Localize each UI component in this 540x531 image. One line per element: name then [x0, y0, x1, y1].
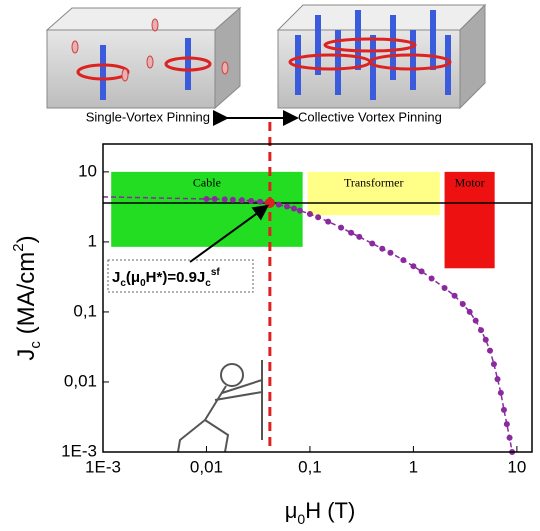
y-axis-label: Jc (MA/cm2) [10, 235, 44, 360]
x-tick-label: 0,1 [298, 457, 322, 476]
y-axis-label-part: ) [13, 235, 40, 243]
data-point [275, 201, 282, 208]
x-axis-label: μ0H (T) [285, 498, 356, 527]
annotation-arrow [189, 204, 270, 263]
annotation-part: J [112, 269, 120, 286]
x-tick-label: 10 [507, 457, 526, 476]
data-point [348, 229, 355, 236]
y-tick-label: 0,01 [64, 371, 97, 390]
annotation-part: c [205, 278, 211, 289]
data-point [387, 249, 394, 256]
data-point [238, 197, 245, 204]
x-tick-label: 1 [409, 457, 418, 476]
data-point [290, 205, 297, 212]
data-point [487, 347, 494, 354]
data-point [451, 292, 458, 299]
annotation-part: H*)=0.9J [146, 269, 206, 286]
annotation-part: c [120, 278, 126, 289]
illustration [45, 3, 487, 126]
y-axis-label-part: c [27, 341, 44, 349]
series-line [206, 198, 513, 453]
annotation-box [107, 259, 254, 293]
annotation: Jc(μ0H*)=0.9Jcsf [112, 267, 220, 289]
threshold-point [264, 197, 275, 208]
x-axis-label-part: H (T) [305, 498, 355, 523]
data-point [315, 214, 322, 221]
data-point [221, 196, 228, 203]
data-point [477, 327, 484, 334]
data-point [296, 207, 303, 214]
annotation-part: 0 [140, 278, 146, 289]
region-label: Cable [193, 176, 221, 190]
data-point [211, 195, 218, 202]
y-tick-label: 0,1 [73, 301, 97, 320]
series-line [102, 196, 207, 200]
data-point [400, 257, 407, 264]
data-point [418, 268, 425, 275]
x-axis-label-part: 0 [297, 511, 305, 527]
data-point [248, 197, 255, 204]
caption: Single-Vortex Pinning [86, 109, 210, 124]
region [444, 171, 495, 269]
data-point [500, 406, 507, 413]
data-point [229, 196, 236, 203]
region-label: Transformer [344, 176, 404, 190]
stick-figure [177, 360, 263, 453]
data-point [325, 218, 332, 225]
data-point [356, 233, 363, 240]
data-point [506, 434, 513, 441]
data-point [503, 421, 510, 428]
data-point [428, 275, 435, 282]
data-point [490, 361, 497, 368]
data-point [497, 389, 504, 396]
data-point [306, 211, 313, 218]
region-label: Motor [455, 176, 485, 190]
caption: Collective Vortex Pinning [298, 109, 442, 124]
data-point [466, 308, 473, 315]
region [307, 171, 440, 216]
data-point [379, 245, 386, 252]
x-tick-label: 0,01 [190, 457, 223, 476]
plot-frame [102, 143, 533, 453]
data-point [441, 284, 448, 291]
data-point [459, 300, 466, 307]
y-tick-label: 10 [78, 161, 97, 180]
data-point [257, 198, 264, 205]
y-axis-label-part: 2 [10, 243, 27, 251]
data-point [472, 317, 479, 324]
x-axis-label-part: μ [285, 498, 298, 523]
data-point [338, 224, 345, 231]
data-point [410, 263, 417, 270]
annotation-part: (μ [126, 269, 140, 286]
annotation-part: sf [211, 267, 221, 278]
data-point [203, 195, 210, 202]
x-tick-label: 1E-3 [85, 457, 121, 476]
data-point [482, 336, 489, 343]
data-point [369, 240, 376, 247]
data-point [283, 203, 290, 210]
y-axis-label-part: J [13, 349, 40, 361]
data-point [494, 376, 501, 383]
y-tick-label: 1E-3 [61, 441, 97, 460]
y-tick-label: 1 [88, 231, 97, 250]
y-axis-label-part: (MA/cm [13, 252, 40, 341]
